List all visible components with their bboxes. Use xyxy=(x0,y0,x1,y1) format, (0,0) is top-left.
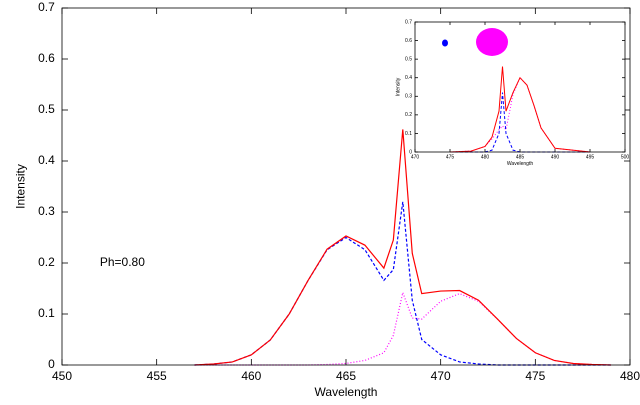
y-tick-label: 0.2 xyxy=(38,255,55,269)
x-tick-label: 490 xyxy=(551,154,560,160)
x-tick-label: 475 xyxy=(525,369,545,383)
x-tick-label: 500 xyxy=(621,154,630,160)
x-axis-label: Wavelength xyxy=(507,161,533,167)
series-line xyxy=(449,66,591,153)
x-tick-label: 480 xyxy=(620,369,640,383)
x-tick-label: 480 xyxy=(481,154,490,160)
y-tick-label: 0.4 xyxy=(405,75,412,81)
y-tick-label: 0.7 xyxy=(405,19,412,25)
plot-frame xyxy=(414,21,626,153)
y-tick-label: 0.5 xyxy=(405,56,412,62)
y-tick-label: 0.3 xyxy=(405,94,412,100)
x-tick-label: 470 xyxy=(411,154,420,160)
x-tick-label: 455 xyxy=(147,369,167,383)
x-tick-label: 475 xyxy=(446,154,455,160)
magenta-star xyxy=(476,28,508,56)
y-tick-label: 0.6 xyxy=(38,51,55,65)
plot-frame xyxy=(61,7,631,366)
series-line xyxy=(194,129,612,366)
y-tick-label: 0 xyxy=(409,149,412,155)
y-tick-label: 0 xyxy=(48,357,55,371)
x-tick-label: 450 xyxy=(52,369,72,383)
blue-star xyxy=(442,39,448,47)
y-tick-label: 0.3 xyxy=(38,204,55,218)
x-tick-label: 470 xyxy=(431,369,451,383)
y-tick-label: 0.1 xyxy=(38,306,55,320)
plot-area xyxy=(415,22,625,152)
annotation: Ph=0.80 xyxy=(100,255,145,269)
x-tick-label: 460 xyxy=(241,369,261,383)
y-tick-label: 0.6 xyxy=(405,38,412,44)
y-tick-label: 0.1 xyxy=(405,131,412,137)
x-tick-label: 465 xyxy=(336,369,356,383)
y-axis-label: Intensity xyxy=(395,77,401,96)
y-tick-label: 0.7 xyxy=(38,0,55,14)
y-axis-label: Intensity xyxy=(13,164,27,209)
x-tick-label: 485 xyxy=(516,154,525,160)
x-axis-label: Wavelength xyxy=(315,385,378,399)
y-tick-label: 0.4 xyxy=(38,153,55,167)
y-tick-label: 0.2 xyxy=(405,112,412,118)
y-tick-label: 0.5 xyxy=(38,102,55,116)
x-tick-label: 495 xyxy=(586,154,595,160)
